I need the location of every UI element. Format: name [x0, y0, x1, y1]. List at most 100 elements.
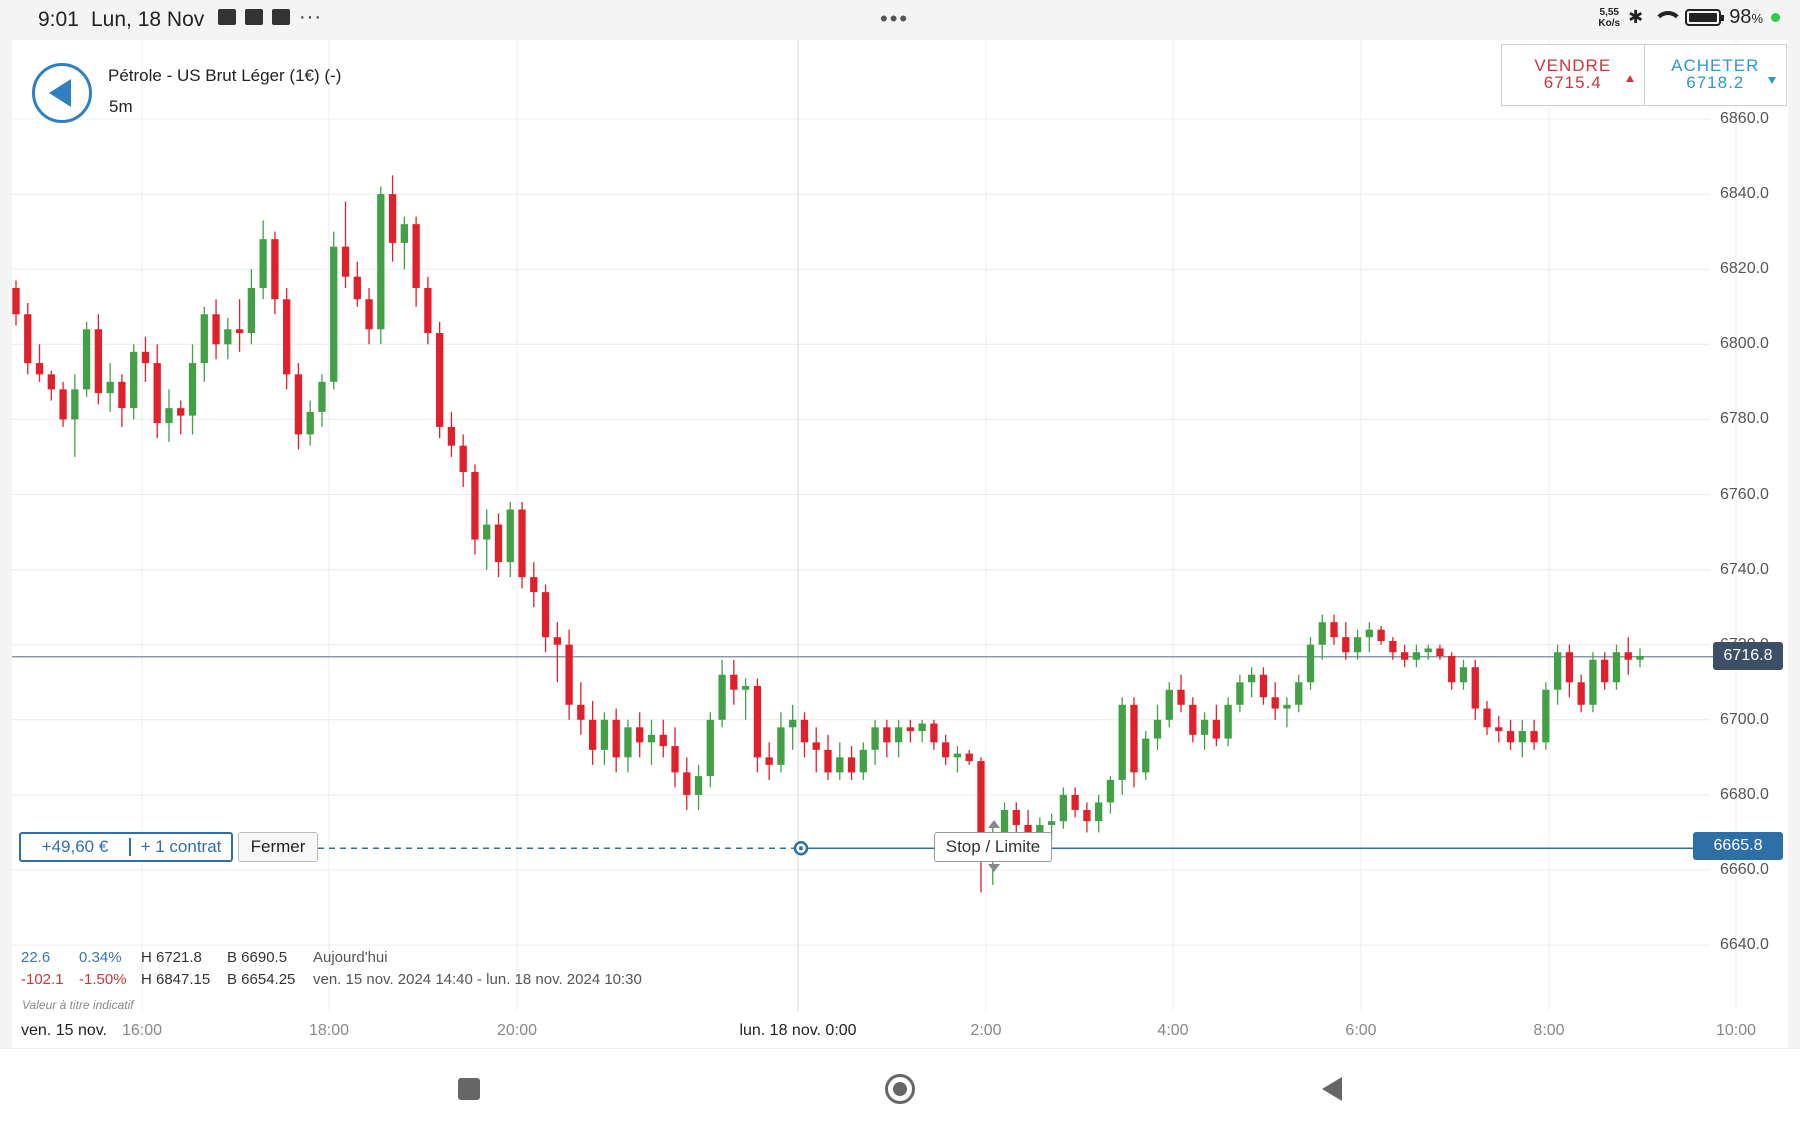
- y-tick-label: 6700.0: [1720, 710, 1769, 728]
- candle-body: [1271, 697, 1279, 709]
- candle-body: [965, 753, 973, 762]
- right-gutter: [1788, 40, 1800, 1048]
- mail-off-icon: [245, 9, 263, 25]
- bluetooth-icon: ✱: [1628, 7, 1644, 27]
- stop-drag-up-icon[interactable]: [988, 820, 1000, 828]
- candle-body: [647, 734, 656, 743]
- candle-body: [141, 351, 150, 364]
- candle-body: [165, 408, 173, 424]
- candle-body: [977, 761, 985, 855]
- window-menu-dots-icon[interactable]: •••: [880, 6, 910, 31]
- candle-body: [436, 333, 444, 427]
- candle-body: [953, 753, 962, 758]
- buy-button[interactable]: ACHETER 6718.2: [1643, 45, 1787, 105]
- stop-limit-button[interactable]: Stop / Limite: [934, 832, 1052, 862]
- candle-body: [1495, 727, 1503, 732]
- candle-body: [800, 719, 809, 743]
- status-bar: 9:01 Lun, 18 Nov ··· ••• 5,55 Ko/s ✱ 98%: [0, 0, 1800, 40]
- x-tick-label: 10:00: [1715, 1022, 1757, 1039]
- candle-body: [1142, 738, 1150, 773]
- candle-body: [847, 757, 856, 773]
- candle-body: [588, 719, 597, 750]
- candle-body: [47, 374, 55, 390]
- back-button[interactable]: [32, 63, 92, 123]
- battery-percent: 98%: [1729, 6, 1763, 28]
- candle-body: [224, 329, 232, 345]
- candle-body: [494, 524, 503, 563]
- position-summary[interactable]: +49,60 € + 1 contrat: [19, 832, 233, 862]
- candle-body: [1448, 655, 1456, 683]
- buy-label: ACHETER: [1671, 56, 1760, 75]
- candle-body: [577, 704, 585, 720]
- candle-body: [1177, 689, 1185, 705]
- candle-body: [530, 577, 538, 593]
- candle-body: [1000, 809, 1009, 840]
- sell-button[interactable]: VENDRE 6715.4: [1502, 45, 1644, 105]
- candle-body: [883, 727, 891, 743]
- battery-icon: [1685, 9, 1725, 26]
- charging-dot-icon: [1771, 13, 1780, 22]
- recent-apps-icon[interactable]: [458, 1078, 480, 1100]
- candle-body: [1047, 821, 1056, 825]
- candle-body: [730, 674, 738, 690]
- candle-body: [447, 426, 456, 446]
- candle-body: [506, 509, 514, 563]
- candle-body: [1636, 655, 1644, 660]
- candle-body: [377, 194, 385, 330]
- price-chart[interactable]: [0, 0, 1800, 1048]
- timeframe-selector[interactable]: 5m: [109, 97, 133, 116]
- home-icon[interactable]: [885, 1074, 915, 1104]
- y-tick-label: 6760.0: [1720, 485, 1769, 503]
- candle-body: [1024, 824, 1032, 837]
- candle-body: [741, 686, 750, 690]
- position-quantity: + 1 contrat: [140, 837, 222, 856]
- candle-body: [1471, 667, 1479, 709]
- x-tick-label: ven. 15 nov.: [21, 1022, 107, 1039]
- status-indicators: 5,55 Ko/s ✱ 98%: [1598, 6, 1780, 29]
- x-tick-label: 4:00: [1157, 1022, 1189, 1039]
- candle-body: [1377, 629, 1385, 641]
- y-tick-label: 6660.0: [1720, 861, 1769, 878]
- candle-body: [1424, 648, 1432, 653]
- candle-body: [71, 389, 79, 420]
- system-nav-bar: [0, 1048, 1800, 1125]
- limit-drag-down-icon[interactable]: [988, 864, 1000, 872]
- candle-body: [624, 727, 632, 758]
- candle-body: [200, 314, 208, 364]
- candle-body: [565, 644, 573, 705]
- candle-body: [1506, 731, 1515, 743]
- candle-body: [518, 509, 526, 578]
- candle-body: [859, 749, 867, 773]
- candle-body: [1483, 708, 1491, 728]
- candle-body: [1353, 637, 1362, 653]
- candle-body: [412, 224, 420, 288]
- x-tick-label: 8:00: [1533, 1022, 1565, 1039]
- close-position-button[interactable]: Fermer: [238, 832, 318, 862]
- candle-body: [777, 727, 785, 765]
- candle-body: [353, 276, 361, 300]
- candle-body: [600, 719, 609, 750]
- x-tick-label: 16:00: [121, 1022, 163, 1039]
- left-gutter: [0, 40, 12, 1048]
- y-tick-label: 6820.0: [1720, 260, 1769, 278]
- candle-body: [1589, 659, 1597, 705]
- position-price-tag[interactable]: 6665.8: [1693, 832, 1783, 860]
- candle-body: [789, 719, 797, 728]
- candle-body: [106, 381, 114, 394]
- candle-body: [718, 674, 726, 720]
- candle-body: [235, 329, 244, 334]
- y-tick-label: 6800.0: [1720, 335, 1769, 353]
- candle-body: [247, 287, 256, 334]
- candle-body: [1036, 824, 1044, 837]
- candle-body: [812, 742, 820, 750]
- candle-body: [1436, 648, 1444, 656]
- candle-body: [1130, 704, 1138, 773]
- candle-body: [12, 287, 20, 315]
- disclaimer: Valeur à titre indicatif: [22, 998, 134, 1012]
- sell-label: VENDRE: [1534, 56, 1612, 75]
- candle-body: [341, 246, 350, 277]
- candle-body: [1389, 640, 1397, 653]
- candle-body: [753, 686, 762, 758]
- nav-back-icon[interactable]: [1322, 1077, 1342, 1101]
- candle-body: [1612, 652, 1621, 683]
